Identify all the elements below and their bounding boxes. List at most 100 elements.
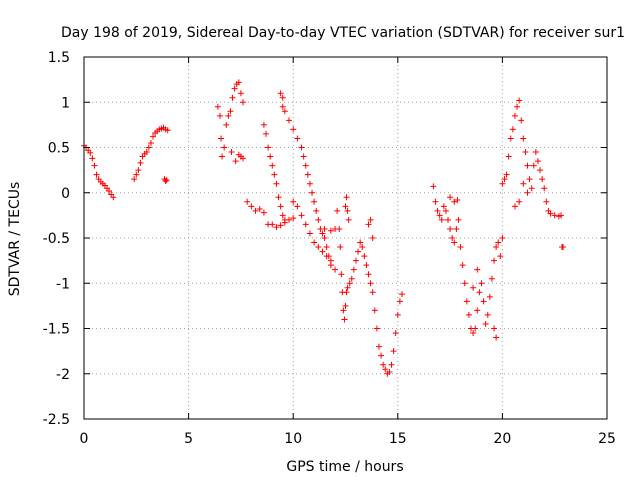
data-point [507, 135, 514, 142]
data-point [298, 144, 305, 151]
data-point [340, 307, 347, 314]
data-point [511, 112, 518, 119]
data-point [378, 352, 385, 359]
data-point [534, 158, 541, 165]
data-point [537, 167, 544, 174]
data-point [338, 271, 345, 278]
x-tick-label: 25 [598, 431, 616, 447]
grid-lines [84, 57, 607, 419]
data-point [474, 266, 481, 273]
x-tick-label: 20 [493, 431, 511, 447]
data-point [455, 216, 462, 223]
data-point [306, 180, 313, 187]
data-point [334, 207, 341, 214]
data-point [524, 162, 531, 169]
data-point [336, 225, 343, 232]
data-point [474, 307, 481, 314]
data-point [337, 244, 344, 251]
data-point [221, 144, 228, 151]
data-point [511, 203, 518, 210]
data-point [375, 343, 382, 350]
data-point [252, 207, 259, 214]
data-point [454, 196, 461, 203]
data-point [343, 289, 350, 296]
x-tick-labels: 0 5 10 15 20 25 [80, 431, 616, 447]
data-point [319, 230, 326, 237]
data-point [263, 130, 270, 137]
data-point [488, 275, 495, 282]
data-point [394, 311, 401, 318]
data-point [386, 368, 393, 375]
data-point [514, 103, 521, 110]
data-point [359, 244, 366, 251]
data-point [228, 149, 235, 156]
data-point [306, 230, 313, 237]
data-point [447, 194, 454, 201]
data-point [472, 325, 479, 332]
data-point [480, 298, 487, 305]
data-point [365, 271, 372, 278]
data-point [341, 316, 348, 323]
y-tick-label: -1.5 [43, 322, 70, 338]
data-point [355, 248, 362, 255]
data-point [273, 180, 280, 187]
data-point [451, 198, 458, 205]
data-point [551, 212, 558, 219]
data-point [499, 235, 506, 241]
data-point [219, 153, 226, 160]
data-point [327, 227, 334, 234]
data-point [541, 185, 548, 192]
data-point [560, 244, 567, 251]
data-point [447, 225, 454, 232]
data-point [304, 171, 311, 178]
data-point [539, 176, 546, 183]
data-point [223, 121, 230, 128]
data-point [382, 366, 389, 373]
data-point [392, 330, 399, 337]
data-point [369, 235, 376, 241]
data-point [497, 253, 504, 260]
data-point [388, 361, 395, 368]
data-point [133, 171, 140, 178]
data-point [286, 216, 293, 223]
data-point [265, 144, 272, 151]
y-tick-label: 0 [61, 186, 70, 202]
data-point [345, 216, 352, 223]
data-point [528, 185, 535, 192]
data-point [367, 280, 374, 287]
data-point [286, 117, 293, 124]
chart-title: Day 198 of 2019, Sidereal Day-to-day VTE… [61, 25, 625, 41]
data-point [509, 126, 516, 133]
data-point [256, 206, 263, 213]
data-point [323, 244, 330, 251]
data-point [319, 248, 326, 255]
data-point [309, 189, 316, 196]
data-point [137, 159, 144, 166]
data-point [380, 361, 387, 368]
data-point [348, 275, 355, 282]
data-point [484, 311, 491, 318]
data-point [530, 162, 537, 169]
data-point [260, 121, 267, 128]
data-point [520, 135, 527, 142]
data-point [269, 162, 276, 169]
data-point [87, 149, 94, 156]
x-tick-label: 5 [184, 431, 193, 447]
data-point [371, 307, 378, 314]
data-point [434, 207, 441, 214]
data-point [279, 212, 286, 219]
data-point [470, 330, 477, 337]
data-point [273, 224, 280, 231]
data-point [457, 244, 464, 251]
data-point [225, 112, 232, 119]
data-point [231, 85, 238, 92]
data-point [493, 244, 500, 251]
data-point [279, 103, 286, 110]
data-point [470, 284, 477, 291]
data-point [342, 302, 349, 309]
data-point [218, 135, 225, 142]
data-point [239, 99, 246, 106]
data-point [277, 203, 284, 210]
data-point [478, 280, 485, 287]
